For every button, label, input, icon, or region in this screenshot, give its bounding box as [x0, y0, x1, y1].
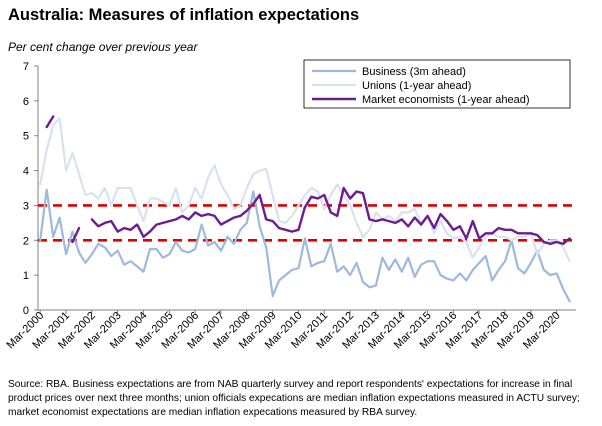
y-tick-label: 4: [23, 166, 29, 178]
y-tick-label: 2: [23, 235, 29, 247]
y-tick-label: 1: [23, 270, 29, 282]
y-tick-label: 6: [23, 96, 29, 108]
series-line-1: [39, 188, 571, 303]
y-tick-label: 7: [23, 61, 29, 73]
legend-label-3: Market economists (1-year ahead): [362, 94, 530, 106]
y-axis-label: Per cent change over previous year: [8, 40, 198, 54]
legend-label-1: Business (3m ahead): [362, 66, 466, 78]
legend-label-2: Unions (1-year ahead): [362, 80, 471, 92]
y-tick-label: 3: [23, 200, 29, 212]
y-tick-label: 5: [23, 131, 29, 143]
source-note: Source: RBA. Business expectations are f…: [8, 379, 580, 418]
series-line-3: [45, 115, 55, 129]
y-tick-label: 0: [23, 305, 29, 317]
series-line-2: [39, 117, 571, 263]
chart-title: Australia: Measures of inflation expecta…: [8, 6, 360, 24]
series-line-3: [90, 186, 571, 246]
series-line-3: [71, 226, 81, 244]
